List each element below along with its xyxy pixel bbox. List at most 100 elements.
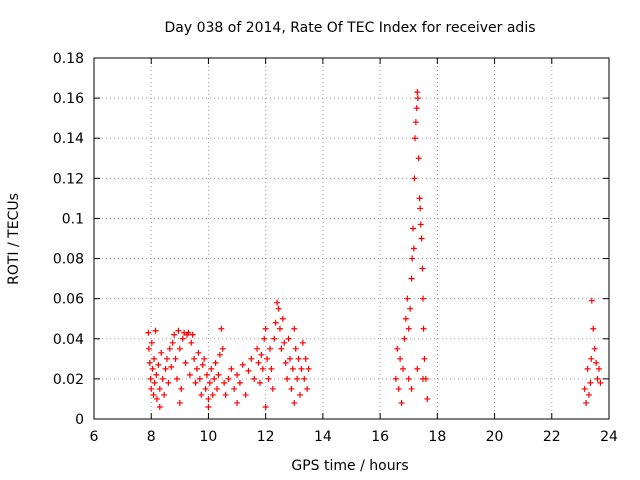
data-point bbox=[159, 375, 166, 382]
data-point bbox=[211, 375, 218, 382]
data-point bbox=[271, 335, 278, 342]
data-point bbox=[401, 335, 408, 342]
data-point bbox=[595, 365, 602, 372]
data-point bbox=[208, 365, 215, 372]
y-tick-label: 0.08 bbox=[53, 252, 84, 268]
data-point bbox=[414, 95, 421, 102]
data-point bbox=[594, 375, 601, 382]
x-tick-label: 14 bbox=[314, 429, 332, 445]
data-point bbox=[420, 375, 427, 382]
data-point bbox=[214, 385, 221, 392]
data-point bbox=[405, 325, 412, 332]
data-point bbox=[228, 365, 235, 372]
data-point bbox=[194, 365, 200, 372]
data-point bbox=[408, 385, 415, 392]
data-point bbox=[265, 375, 272, 382]
data-point bbox=[302, 355, 309, 362]
data-point bbox=[584, 365, 591, 372]
data-point bbox=[284, 375, 291, 382]
data-point bbox=[148, 339, 155, 346]
data-point bbox=[421, 355, 428, 362]
data-point bbox=[196, 375, 203, 382]
data-point bbox=[225, 375, 232, 382]
data-point bbox=[402, 315, 409, 322]
data-point bbox=[291, 325, 298, 332]
data-point bbox=[262, 325, 269, 332]
label-layer: 6 8 10 12 14 16 18 20 22 24 0 0.02 0.04 0.06 0.08 0.1 0.… bbox=[53, 51, 618, 445]
data-point bbox=[304, 385, 311, 392]
data-point bbox=[272, 319, 279, 326]
data-point bbox=[156, 403, 163, 410]
data-point bbox=[158, 349, 165, 356]
data-point bbox=[286, 355, 293, 362]
data-point bbox=[204, 371, 211, 378]
data-point bbox=[171, 331, 178, 338]
data-point bbox=[192, 379, 199, 386]
x-tick-label: 16 bbox=[371, 429, 389, 445]
data-point bbox=[156, 385, 163, 392]
data-point bbox=[245, 367, 252, 374]
chart-title: Day 038 of 2014, Rate Of TEC Index for r… bbox=[164, 20, 535, 36]
data-point bbox=[215, 371, 222, 378]
data-point bbox=[404, 295, 411, 302]
data-point bbox=[405, 375, 412, 382]
data-point bbox=[149, 365, 156, 372]
y-tick-label: 0.04 bbox=[53, 332, 84, 348]
data-point bbox=[301, 375, 308, 382]
data-point bbox=[188, 339, 195, 346]
data-point bbox=[242, 391, 249, 398]
data-point bbox=[151, 355, 158, 362]
data-point bbox=[152, 327, 159, 334]
data-point bbox=[276, 325, 283, 332]
data-point bbox=[295, 355, 302, 362]
plot-area-frame bbox=[93, 57, 610, 420]
data-point bbox=[186, 371, 193, 378]
data-point bbox=[299, 339, 306, 346]
data-point bbox=[412, 135, 419, 142]
data-point bbox=[168, 363, 175, 370]
data-point bbox=[234, 399, 241, 406]
data-point bbox=[176, 399, 183, 406]
data-point bbox=[400, 365, 406, 372]
data-point bbox=[424, 395, 431, 402]
data-point bbox=[264, 355, 271, 362]
data-point bbox=[150, 391, 157, 398]
data-point bbox=[420, 295, 427, 302]
data-point bbox=[588, 297, 595, 304]
data-point bbox=[248, 355, 255, 362]
data-point bbox=[175, 327, 182, 334]
data-point bbox=[163, 355, 170, 362]
data-point bbox=[205, 395, 212, 402]
data-point bbox=[234, 371, 241, 378]
y-tick-label: 0.18 bbox=[53, 51, 84, 67]
data-point bbox=[269, 385, 276, 392]
data-point bbox=[420, 325, 427, 332]
data-point bbox=[281, 339, 288, 346]
x-tick-label: 8 bbox=[147, 429, 156, 445]
y-tick-label: 0.12 bbox=[53, 171, 84, 187]
y-tick-label: 0.1 bbox=[62, 211, 84, 227]
data-point bbox=[392, 375, 399, 382]
data-point bbox=[147, 375, 154, 382]
data-point bbox=[587, 379, 594, 386]
data-point bbox=[165, 379, 172, 386]
data-point bbox=[305, 365, 312, 372]
data-point bbox=[291, 399, 298, 406]
x-tick-label: 22 bbox=[543, 429, 561, 445]
data-point bbox=[418, 235, 425, 242]
data-point bbox=[410, 245, 417, 252]
x-tick-label: 24 bbox=[600, 429, 618, 445]
data-point bbox=[254, 345, 261, 352]
data-point bbox=[148, 385, 155, 392]
x-tick-label: 20 bbox=[486, 429, 504, 445]
data-point bbox=[206, 379, 213, 386]
data-point bbox=[176, 345, 183, 352]
y-tick-label: 0.06 bbox=[53, 292, 84, 308]
y-axis-label: ROTI / TECUs bbox=[6, 193, 22, 285]
data-point bbox=[162, 365, 169, 372]
data-point bbox=[251, 375, 258, 382]
data-point bbox=[179, 335, 186, 342]
data-point bbox=[597, 379, 604, 386]
x-tick-label: 10 bbox=[200, 429, 218, 445]
data-point bbox=[259, 365, 266, 372]
